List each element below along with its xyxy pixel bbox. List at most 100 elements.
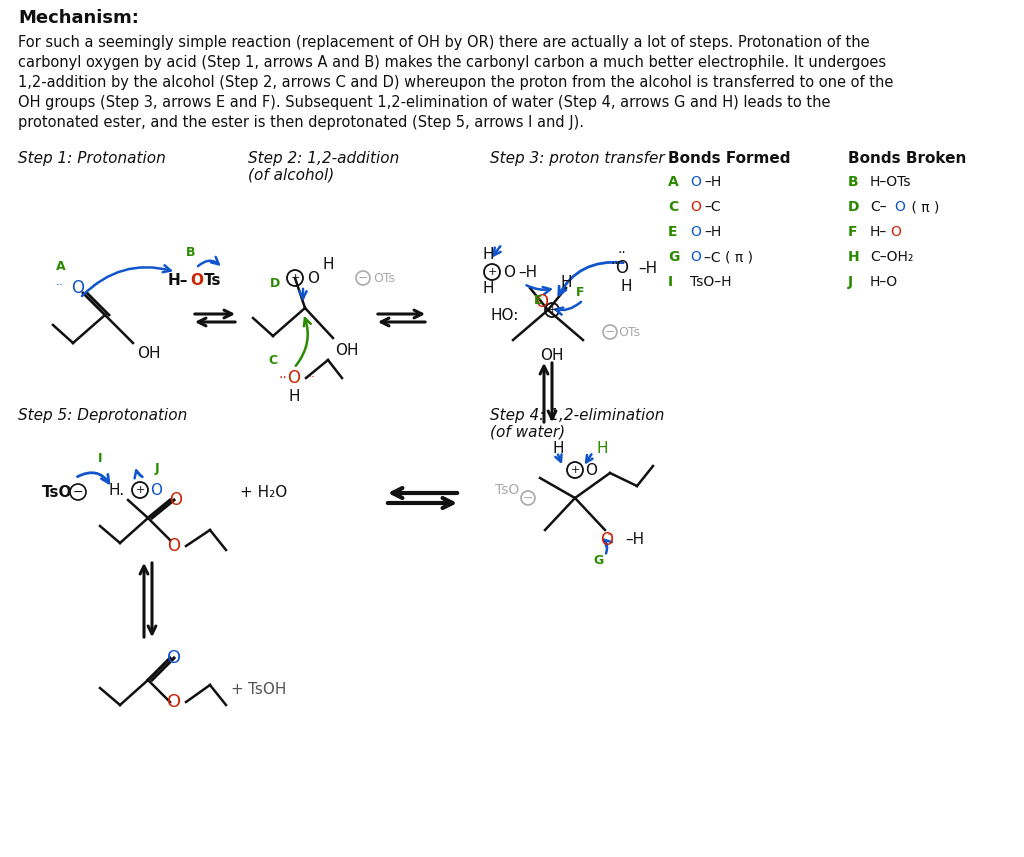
Text: + H₂O: + H₂O <box>240 484 288 500</box>
Text: OH: OH <box>335 343 358 357</box>
Text: OH: OH <box>137 345 161 361</box>
Text: G: G <box>668 250 679 264</box>
Text: +: + <box>291 273 300 283</box>
Text: +: + <box>230 682 243 698</box>
Text: H–OTs: H–OTs <box>870 175 911 189</box>
Text: –C ( π ): –C ( π ) <box>705 250 753 264</box>
Text: O: O <box>170 491 182 509</box>
Text: −: − <box>605 326 615 339</box>
Text: O: O <box>536 293 549 311</box>
Text: Step 5: Deprotonation: Step 5: Deprotonation <box>18 407 187 423</box>
Text: O: O <box>600 531 613 549</box>
Text: F: F <box>575 285 585 298</box>
Text: protonated ester, and the ester is then deprotonated (Step 5, arrows I and J).: protonated ester, and the ester is then … <box>18 115 584 129</box>
Text: O: O <box>307 271 319 285</box>
Text: O: O <box>894 200 905 214</box>
Text: D: D <box>270 277 281 290</box>
Text: –H: –H <box>518 265 538 279</box>
Text: –H: –H <box>705 225 721 239</box>
Text: D: D <box>848 200 859 214</box>
Text: O: O <box>690 175 700 189</box>
Text: HO:: HO: <box>490 308 518 322</box>
Text: ( π ): ( π ) <box>907 200 939 214</box>
Text: Step 2: 1,2-addition: Step 2: 1,2-addition <box>248 151 399 165</box>
Text: H: H <box>288 388 300 404</box>
Text: H: H <box>323 256 335 272</box>
Text: ··: ·· <box>617 246 627 260</box>
Text: TsO–H: TsO–H <box>690 275 731 289</box>
Text: H: H <box>560 274 571 290</box>
Text: H: H <box>848 250 859 264</box>
Text: O: O <box>190 273 203 287</box>
Text: Mechanism:: Mechanism: <box>18 9 139 27</box>
Text: +: + <box>547 305 557 315</box>
Text: O: O <box>72 279 85 297</box>
Text: −: − <box>357 272 369 285</box>
Text: Step 1: Protonation: Step 1: Protonation <box>18 151 166 165</box>
Text: Step 4: 1,2-elimination: Step 4: 1,2-elimination <box>490 407 665 423</box>
Text: O: O <box>167 649 181 667</box>
Text: TsO: TsO <box>42 484 73 500</box>
Text: H–O: H–O <box>870 275 898 289</box>
Text: B: B <box>186 245 196 259</box>
Text: O: O <box>890 225 901 239</box>
Text: O: O <box>690 225 700 239</box>
Text: +: + <box>135 485 144 495</box>
Text: −: − <box>73 486 83 499</box>
Text: A: A <box>56 260 66 273</box>
Text: H.: H. <box>108 482 124 498</box>
Text: C: C <box>668 200 678 214</box>
Text: carbonyl oxygen by acid (Step 1, arrows A and B) makes the carbonyl carbon a muc: carbonyl oxygen by acid (Step 1, arrows … <box>18 55 886 69</box>
Text: H: H <box>482 280 494 296</box>
Text: (of alcohol): (of alcohol) <box>248 167 334 183</box>
Text: –H: –H <box>638 261 657 275</box>
Text: OTs: OTs <box>373 272 395 285</box>
Text: OH groups (Step 3, arrows E and F). Subsequent 1,2-elimination of water (Step 4,: OH groups (Step 3, arrows E and F). Subs… <box>18 94 830 110</box>
Text: J: J <box>155 462 160 475</box>
Text: B: B <box>848 175 859 189</box>
Text: +: + <box>487 267 497 277</box>
Text: ··: ·· <box>278 371 287 385</box>
Text: O: O <box>690 200 700 214</box>
Text: H–: H– <box>870 225 887 239</box>
Text: H: H <box>553 440 564 456</box>
Text: O: O <box>615 259 629 277</box>
Text: For such a seemingly simple reaction (replacement of OH by OR) there are actuall: For such a seemingly simple reaction (re… <box>18 34 869 50</box>
Text: ··: ·· <box>56 279 63 292</box>
Text: O: O <box>168 537 180 555</box>
Text: C: C <box>268 353 278 367</box>
Text: ··: ·· <box>308 371 316 385</box>
Text: C–OH₂: C–OH₂ <box>870 250 913 264</box>
Text: I: I <box>98 452 102 464</box>
Text: Bonds Formed: Bonds Formed <box>668 151 791 165</box>
Text: ··: ·· <box>610 257 618 271</box>
Text: Step 3: proton transfer: Step 3: proton transfer <box>490 151 665 165</box>
Text: TsOH: TsOH <box>248 682 287 698</box>
Text: OTs: OTs <box>618 326 640 339</box>
Text: −: − <box>522 492 534 505</box>
Text: Ts: Ts <box>204 273 221 287</box>
Text: O: O <box>503 265 515 279</box>
Text: –H: –H <box>705 175 721 189</box>
Text: F: F <box>848 225 857 239</box>
Text: A: A <box>668 175 679 189</box>
Text: 1,2-addition by the alcohol (Step 2, arrows C and D) whereupon the proton from t: 1,2-addition by the alcohol (Step 2, arr… <box>18 75 893 89</box>
Text: O: O <box>288 369 300 387</box>
Text: (of water): (of water) <box>490 424 565 440</box>
Text: O: O <box>167 693 181 711</box>
Text: O: O <box>150 482 162 498</box>
Text: TsO: TsO <box>495 483 519 497</box>
Text: H: H <box>620 279 632 293</box>
Text: J: J <box>848 275 853 289</box>
Text: C–: C– <box>870 200 887 214</box>
Text: ··: ·· <box>92 279 100 292</box>
Text: ··: ·· <box>607 530 615 542</box>
Text: H: H <box>482 247 494 261</box>
Text: E: E <box>668 225 678 239</box>
Text: +: + <box>570 465 580 475</box>
Text: O: O <box>690 250 700 264</box>
Text: G: G <box>593 554 603 566</box>
Text: OH: OH <box>540 347 563 363</box>
Text: I: I <box>668 275 673 289</box>
Text: Bonds Broken: Bonds Broken <box>848 151 967 165</box>
